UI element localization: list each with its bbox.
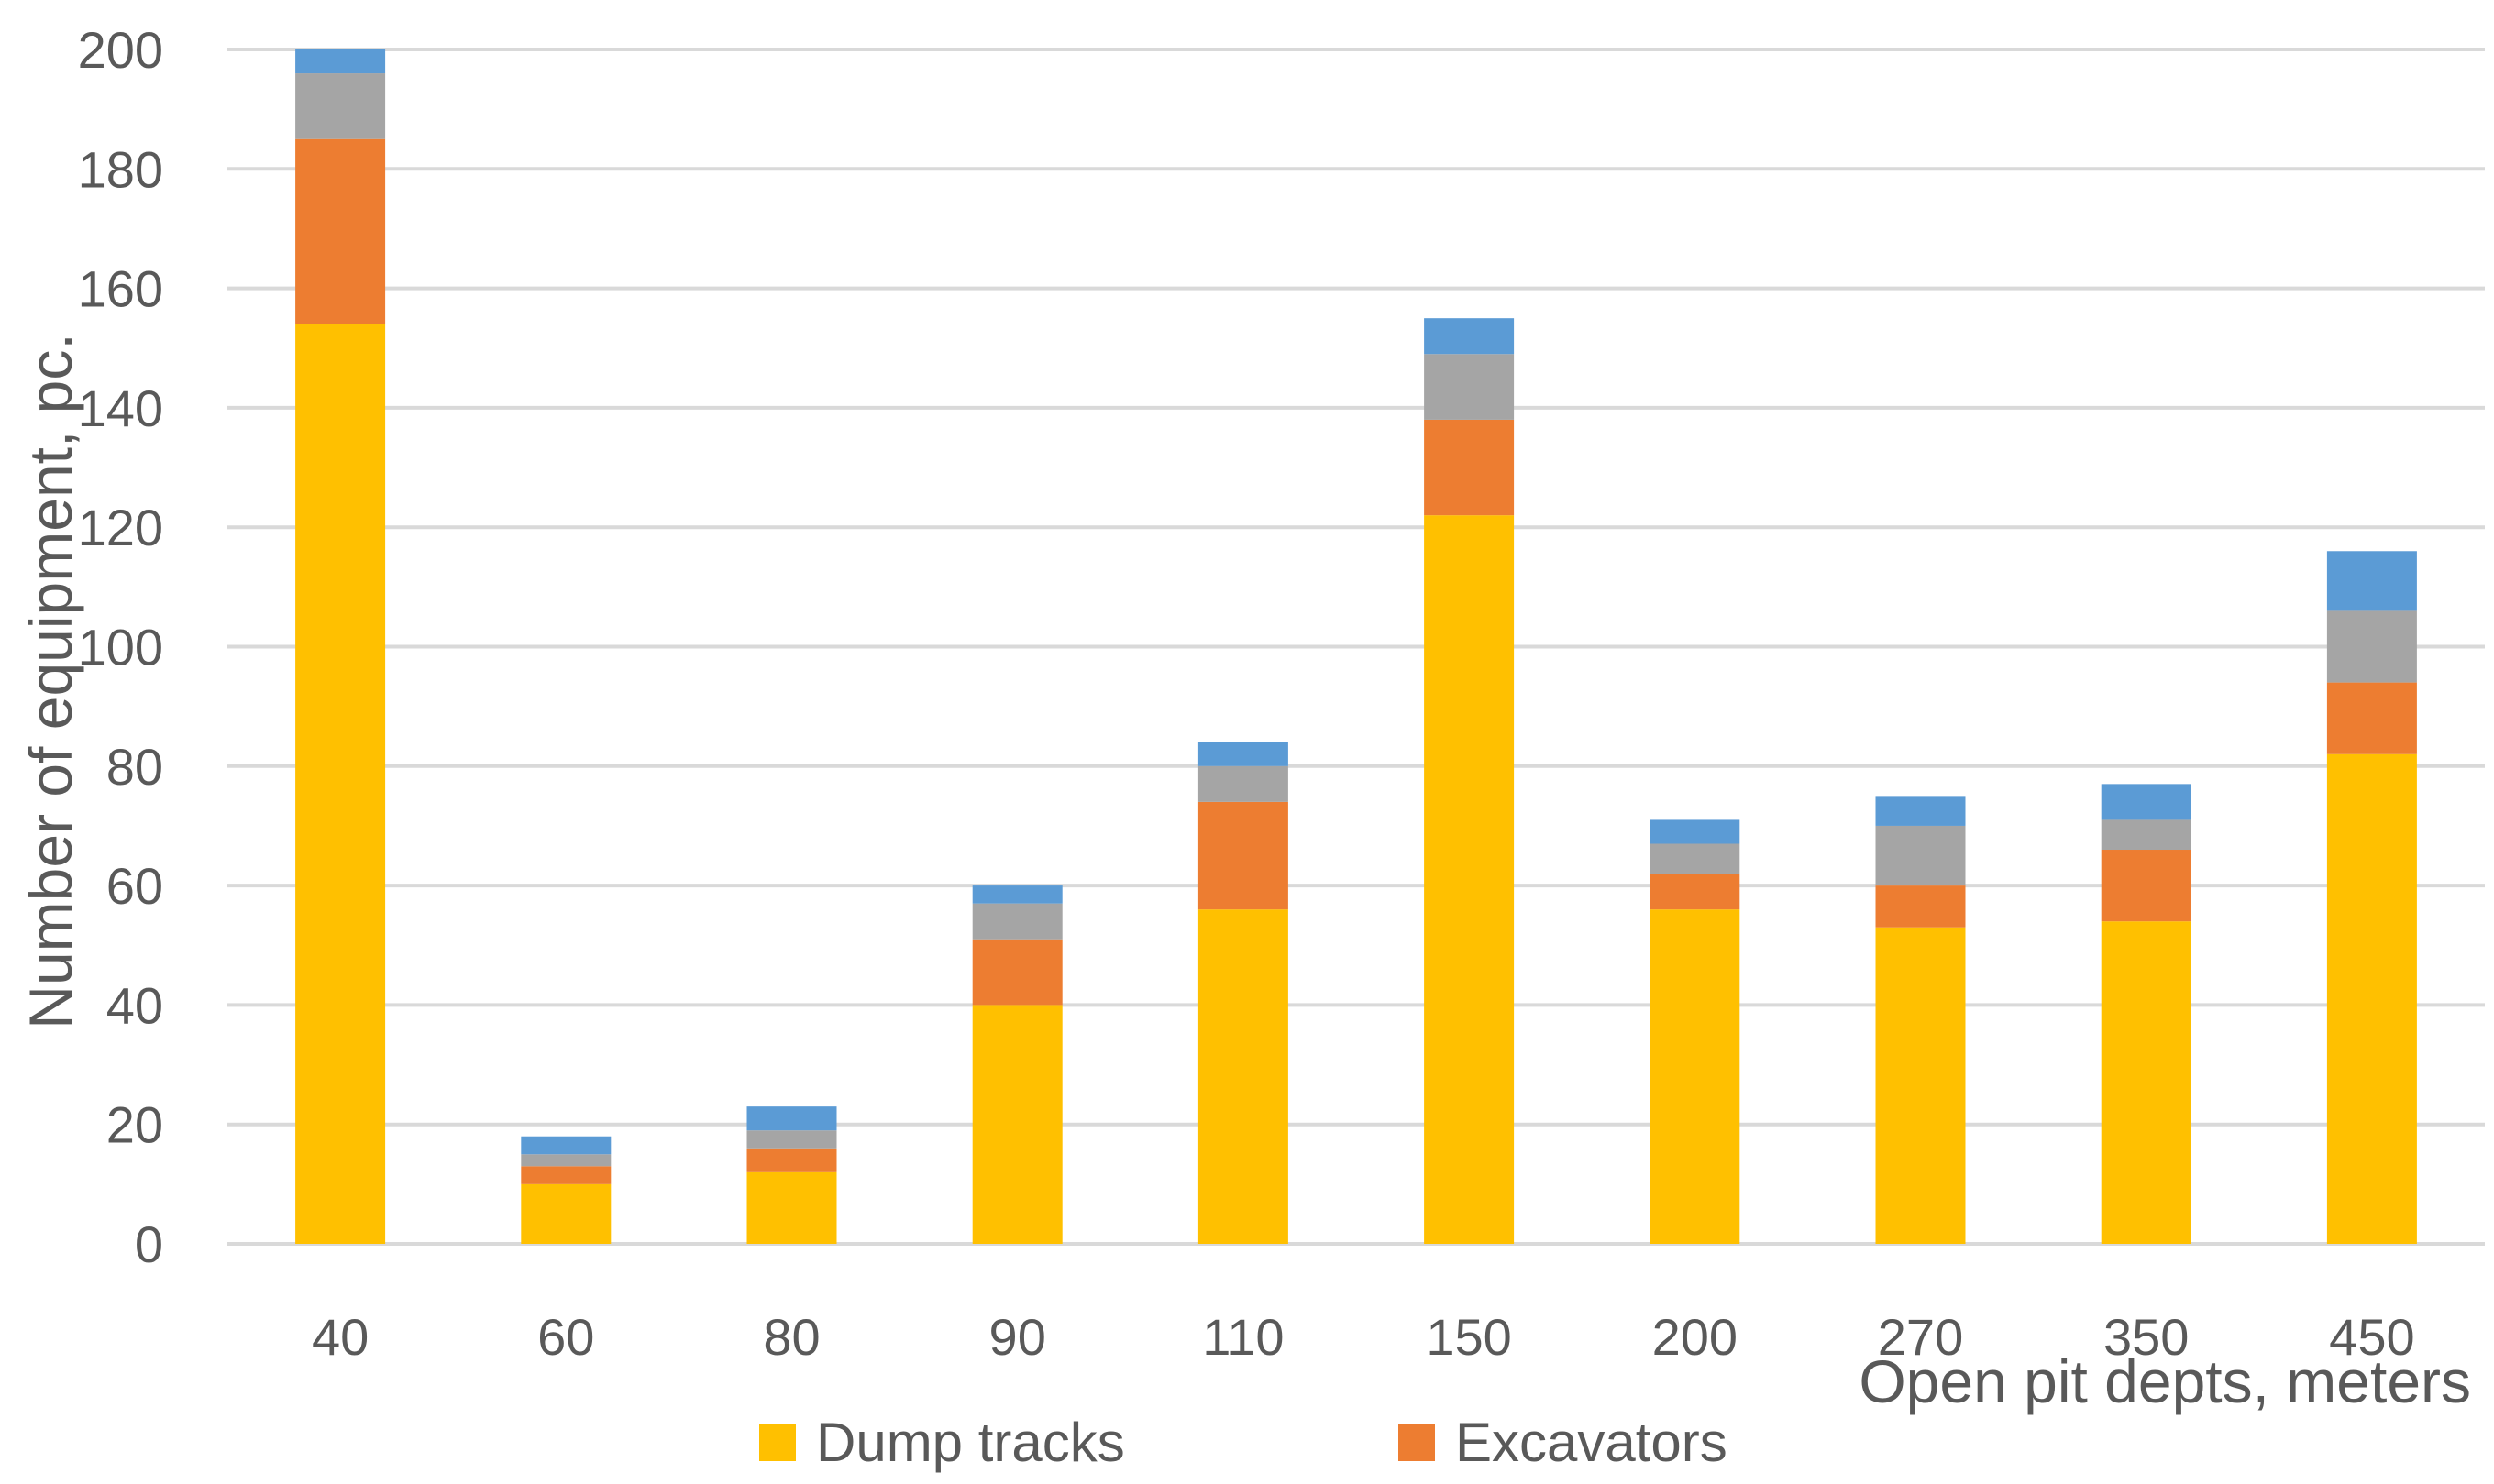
bar-segment <box>746 1148 837 1172</box>
bar-segment <box>1424 318 1515 355</box>
bar-segment <box>1650 874 1740 910</box>
legend-label: Excavators <box>1455 1412 1727 1473</box>
legend-label: Dump tracks <box>816 1412 1125 1473</box>
bar-segment <box>972 885 1063 904</box>
x-tick-label: 270 <box>1878 1308 1963 1366</box>
bar-segment <box>1197 742 1288 766</box>
x-tick-label: 80 <box>763 1308 820 1366</box>
gridlines <box>227 48 2485 1246</box>
bar-segment <box>746 1171 837 1244</box>
x-axis-title: Open pit depts, meters <box>1859 1347 2471 1415</box>
bar-segment <box>2326 610 2417 683</box>
bar-segment <box>2101 819 2191 851</box>
bar-segment <box>1875 796 1966 826</box>
bar-segment <box>1650 819 1740 844</box>
legend-swatch <box>1398 1424 1435 1461</box>
bar-segment <box>295 49 386 74</box>
y-tick-label: 160 <box>78 260 163 318</box>
bar-segment <box>1875 885 1966 928</box>
bar-segment <box>521 1166 612 1184</box>
bar-segment <box>2326 753 2417 1244</box>
y-tick-label: 60 <box>106 857 163 915</box>
bar-segment <box>972 939 1063 1006</box>
x-tick-label: 90 <box>989 1308 1046 1366</box>
bar-segment <box>2326 682 2417 754</box>
x-tick-label: 60 <box>537 1308 594 1366</box>
y-tick-label: 180 <box>78 140 163 198</box>
bar-segment <box>295 138 386 324</box>
x-tick-label: 150 <box>1426 1308 1511 1366</box>
bar-segment <box>521 1154 612 1167</box>
y-tick-label: 140 <box>78 379 163 437</box>
legend: Dump tracks Excavators <box>759 1412 1727 1473</box>
bar-segment <box>2101 921 2191 1244</box>
bar-segment <box>1650 909 1740 1244</box>
bar-segment <box>295 324 386 1244</box>
y-tick-label: 40 <box>106 976 163 1034</box>
y-tick-label: 80 <box>106 738 163 796</box>
legend-swatch <box>759 1424 796 1461</box>
bar-segment <box>1424 419 1515 516</box>
bar-segment <box>746 1106 837 1131</box>
x-tick-label: 450 <box>2329 1308 2414 1366</box>
bar-segment <box>521 1136 612 1155</box>
bar-segment <box>1197 909 1288 1244</box>
x-tick-label: 110 <box>1202 1308 1284 1366</box>
y-axis-ticks: 0 20 40 60 80 100 120 140 160 180 200 <box>78 21 163 1273</box>
bar-segment <box>972 1005 1063 1244</box>
y-tick-label: 0 <box>135 1215 163 1273</box>
x-tick-label: 350 <box>2103 1308 2189 1366</box>
bar-segment <box>1875 825 1966 886</box>
bar-segment <box>1197 801 1288 910</box>
bar-segment <box>295 73 386 139</box>
bars <box>295 49 2417 1244</box>
bar-segment <box>1424 515 1515 1244</box>
bar-segment <box>1875 927 1966 1244</box>
bar-segment <box>2101 850 2191 922</box>
bar-segment <box>1650 843 1740 874</box>
y-tick-label: 20 <box>106 1096 163 1154</box>
x-axis-ticks: 40 60 80 90 110 150 200 270 350 450 <box>312 1308 2415 1366</box>
y-tick-label: 200 <box>78 21 163 79</box>
bar-segment <box>972 903 1063 940</box>
x-tick-label: 40 <box>312 1308 369 1366</box>
y-axis-title: Number of equipment, pc. <box>17 333 84 1028</box>
bar-segment <box>746 1130 837 1149</box>
bar-segment <box>2101 784 2191 820</box>
bar-segment <box>521 1183 612 1244</box>
bar-segment <box>2326 551 2417 611</box>
bar-segment <box>1424 354 1515 420</box>
x-tick-label: 200 <box>1652 1308 1738 1366</box>
bar-segment <box>1197 765 1288 802</box>
y-tick-label: 120 <box>78 499 163 556</box>
y-tick-label: 100 <box>78 619 163 676</box>
